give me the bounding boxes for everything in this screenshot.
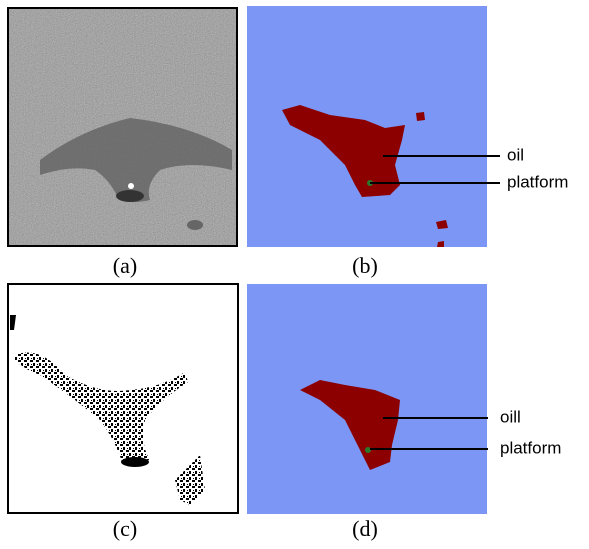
annotation: platform xyxy=(507,172,568,191)
annotation: platform xyxy=(500,438,561,457)
panel-a: (a) xyxy=(8,8,237,278)
caption: (c) xyxy=(113,516,137,541)
caption: (a) xyxy=(113,253,137,278)
panel-c: (c) xyxy=(8,284,238,541)
figure: (a) oil platform (b) (c) oill platform (… xyxy=(0,0,589,549)
caption: (b) xyxy=(352,253,378,278)
panel-d: oill platform (d) xyxy=(247,284,561,541)
annotation: oil xyxy=(507,145,524,164)
caption: (d) xyxy=(352,516,378,541)
panel-b: oil platform (b) xyxy=(247,6,568,278)
annotation: oill xyxy=(500,407,521,426)
